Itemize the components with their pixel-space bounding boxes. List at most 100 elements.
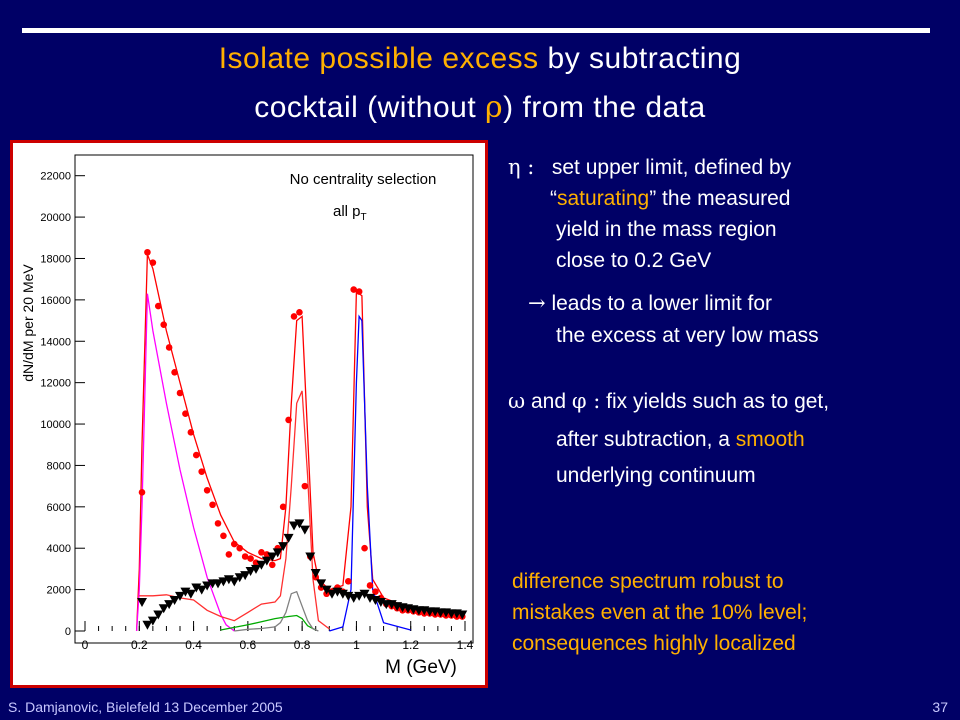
data-point-triangle [229,577,240,587]
open-quote: “ [550,187,557,210]
data-point-circle [301,482,309,490]
data-point-triangle [321,585,332,595]
arrow-line1: → leads to a lower limit for [528,288,772,319]
eta-line4: close to 0.2 GeV [556,249,712,272]
diff-line2: mistakes even at the 10% level; [512,601,808,624]
omega-symbol: ω [508,389,526,413]
data-point-circle [165,344,173,351]
data-point-triangle [175,591,185,601]
data-point-triangle [245,566,256,576]
y-tick-label: 18000 [40,253,71,265]
data-point-circle [171,369,178,376]
phi-symbol: φ : [571,389,601,413]
x-tick-label: 0.8 [294,638,311,652]
slide-title-line2: cocktail (without ρ) from the data [0,90,960,125]
annotation-pt-text: all p [333,203,361,220]
data-point-circle [203,486,211,494]
data-point-circle [285,416,292,424]
data-point-triangle [185,589,196,599]
footer-author: S. Damjanovic, Bielefeld 13 December 200… [8,699,283,715]
y-tick-label: 22000 [40,171,71,183]
data-point-circle [160,321,168,329]
data-point-triangle [272,548,283,558]
data-point-triangle [256,560,267,570]
omega-text2: after subtraction, a [556,428,736,451]
arrow-symbol: → [528,291,546,315]
data-point-circle [344,578,352,585]
data-point-triangle [164,600,175,610]
data-point-triangle [158,604,169,614]
data-point-circle [361,544,368,552]
data-point-circle [192,451,200,459]
data-point-triangle [196,585,207,595]
data-point-triangle [294,519,305,529]
data-point-circle [366,582,374,589]
data-point-circle [225,551,233,558]
data-point-triangle [234,573,245,583]
x-tick-label: 1.4 [457,638,474,652]
data-point-circle [149,259,157,266]
data-point-triangle [142,620,153,630]
y-tick-label: 12000 [40,378,71,390]
y-tick-label: 2000 [47,585,71,597]
data-point-circle [236,544,244,552]
y-tick-label: 20000 [40,212,71,224]
data-point-triangle [169,595,180,605]
data-point-triangle [213,579,223,589]
y-tick-label: 10000 [40,419,71,431]
data-point-circle [296,308,303,316]
data-point-circle [279,503,287,511]
data-point-triangle [147,616,158,626]
title-line2-a: cocktail (without [254,91,485,124]
title-rest: by subtracting [538,42,742,75]
and-word: and [525,390,572,413]
data-point-triangle [457,610,468,620]
diff-line1: difference spectrum robust to [512,570,784,593]
data-point-circle [290,313,298,320]
data-point-triangle [137,598,147,608]
data-point-circle [198,468,206,475]
omega-text1: fix yields such as to get, [606,390,830,413]
data-point-circle [209,501,216,509]
rho-symbol: ρ [485,90,504,125]
data-point-circle [230,540,238,548]
omega-line1: ω and φ : fix yields such as to get, [508,386,829,417]
page-number: 37 [932,699,948,715]
data-point-circle [187,429,195,436]
eta-symbol: η : [508,155,535,179]
series-line-4 [139,390,330,630]
saturating-word: saturating [557,187,650,210]
eta-line2: “saturating” the measured [550,183,790,214]
data-point-triangle [289,521,299,531]
spectrum-chart-svg: dN/dM per 20 MeV M (GeV) No centrality s… [20,154,474,678]
omega-line2: after subtraction, a smooth [556,424,805,455]
spectrum-plot: dN/dM per 20 MeV M (GeV) No centrality s… [10,140,488,688]
top-rule [22,28,930,33]
annotation-pt-sub: T [361,212,367,223]
plot-frame [74,154,474,644]
x-tick-label: 0.4 [185,638,202,652]
y-tick-label: 4000 [47,543,71,555]
arrow-text1: leads to a lower limit for [551,292,773,315]
axis-ticks: 0 0.2 0.4 0.6 0.8 1 1.2 1.4 0 2000 4000 6000 8000 100… [40,171,473,652]
data-point-triangle [359,589,370,599]
data-point-triangle [327,589,337,599]
eta-text2: ” the measured [649,187,791,210]
markers [137,248,468,630]
series-line-7 [234,590,319,632]
data-point-triangle [299,525,310,535]
data-point-triangle [305,552,316,562]
y-axis-label: dN/dM per 20 MeV [20,264,36,382]
diff-line3: consequences highly localized [512,632,796,655]
data-point-triangle [310,569,321,579]
data-point-triangle [348,593,359,603]
y-tick-label: 6000 [47,502,71,514]
data-point-circle [220,532,227,540]
title-line2-b: ) from the data [503,91,706,124]
annotation-centrality: No centrality selection [290,171,437,188]
x-tick-label: 1 [353,638,360,652]
data-point-triangle [240,571,251,581]
x-tick-label: 1.2 [402,638,419,652]
title-highlight: Isolate possible excess [218,42,539,75]
smooth-word: smooth [735,428,805,451]
